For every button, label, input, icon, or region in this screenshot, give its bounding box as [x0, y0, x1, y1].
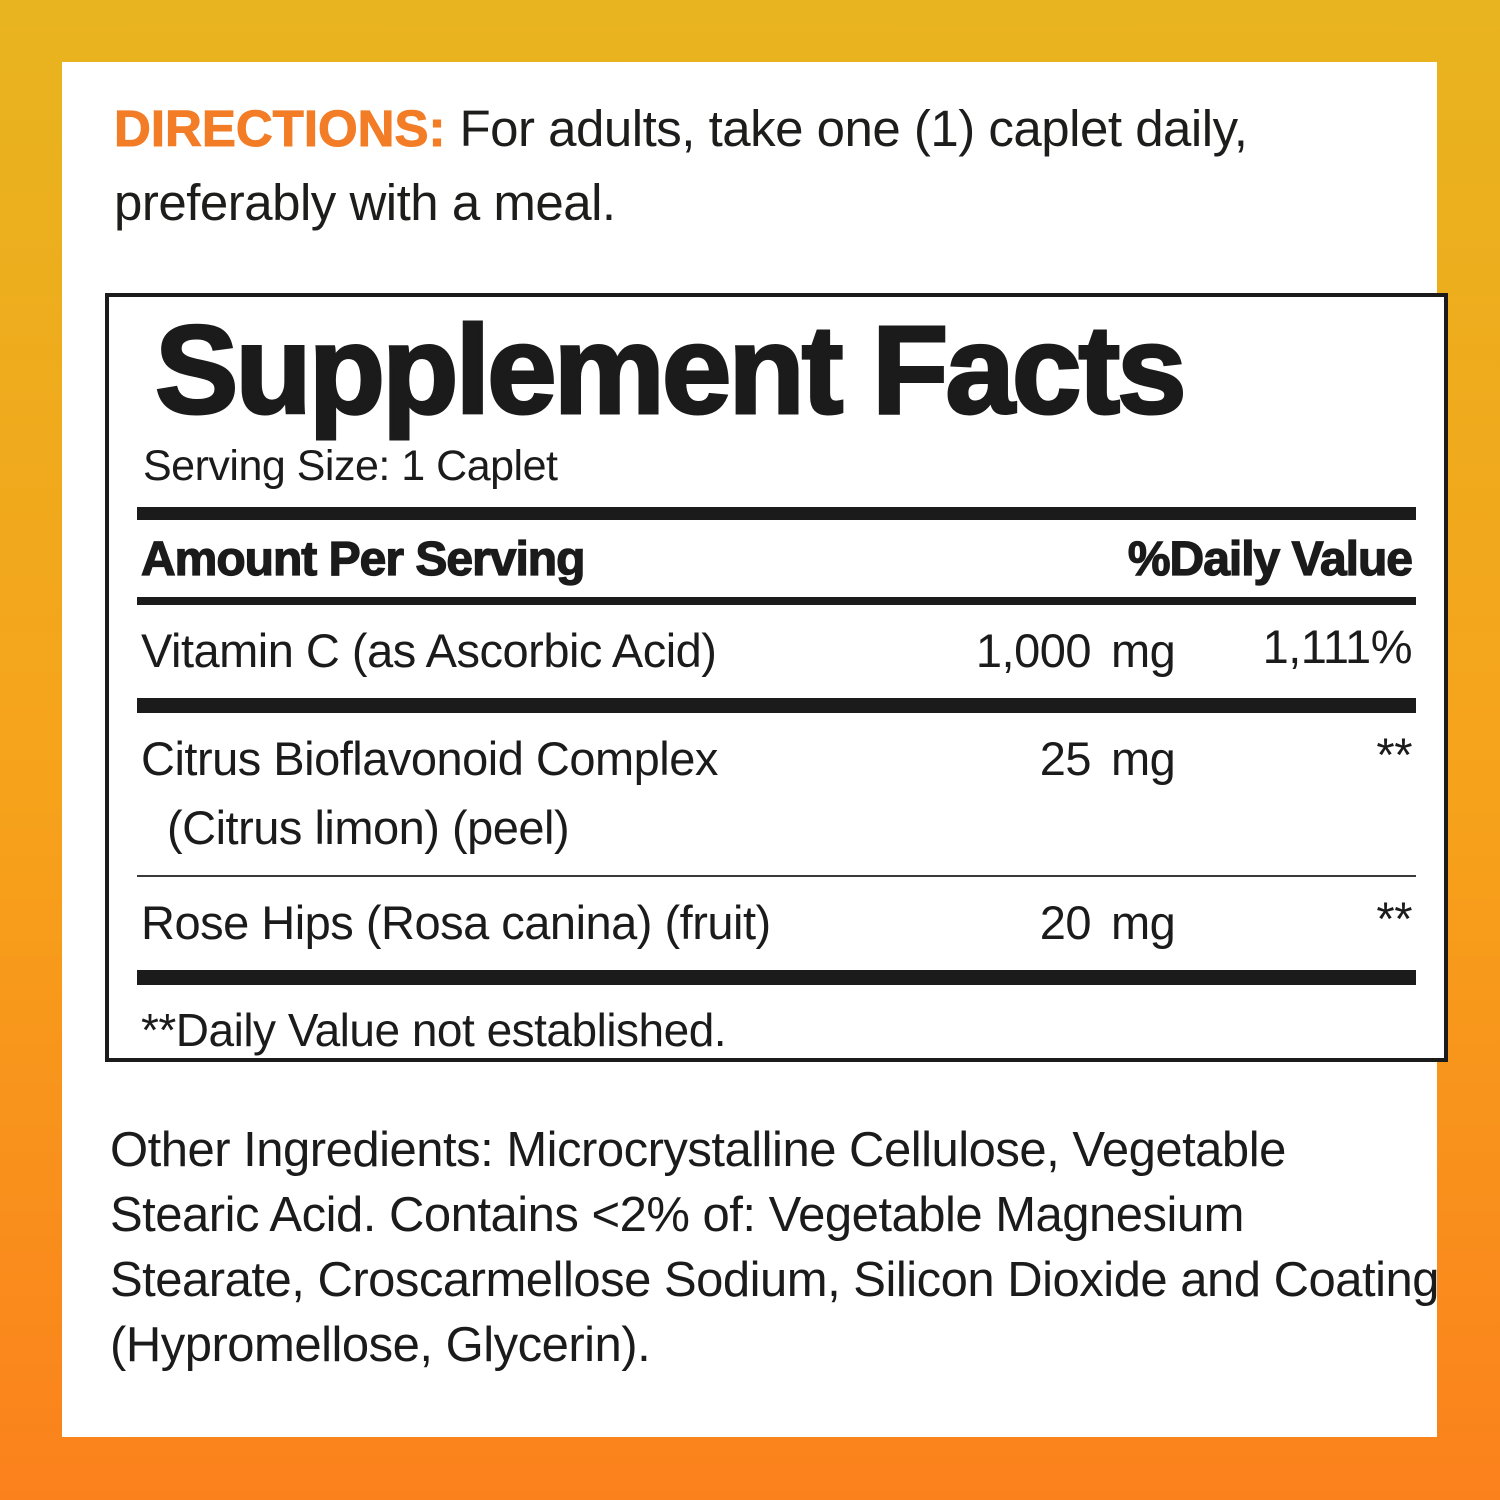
header-daily-value: %Daily Value: [1127, 532, 1413, 586]
table-header-row: Amount Per Serving %Daily Value: [137, 520, 1416, 597]
supplement-facts-title: Supplement Facts: [154, 301, 1189, 440]
divider-thin: [137, 875, 1416, 877]
serving-size-text: Serving Size: 1 Caplet: [143, 442, 558, 490]
ingredient-name-line2: (Citrus limon) (peel): [167, 801, 570, 854]
amount-value: 20: [1039, 896, 1092, 949]
ingredient-name-line1: Citrus Bioflavonoid Complex: [141, 732, 718, 785]
table-row-citrus-bioflavonoid: Citrus Bioflavonoid Complex (Citrus limo…: [137, 713, 1416, 875]
divider-medium-header: [137, 597, 1416, 605]
directions-text: For adults, take one (1) caplet daily, p…: [114, 100, 1248, 231]
header-amount-per-serving: Amount Per Serving: [140, 532, 586, 586]
ingredient-name: Vitamin C (as Ascorbic Acid): [141, 624, 717, 677]
ingredient-name: Rose Hips (Rosa canina) (fruit): [141, 896, 771, 949]
other-ingredients-paragraph: Other Ingredients: Microcrystalline Cell…: [110, 1123, 1440, 1373]
daily-value: **: [1376, 892, 1412, 945]
amount-unit: mg: [1111, 732, 1176, 785]
table-row-rose-hips: Rose Hips (Rosa canina) (fruit) 20 mg **: [137, 877, 1416, 970]
supplement-facts-box: Supplement Facts Serving Size: 1 Caplet …: [105, 293, 1448, 1062]
directions-label: DIRECTIONS:: [114, 100, 446, 158]
divider-thick-vitamin-c: [137, 698, 1416, 713]
table-row-vitamin-c: Vitamin C (as Ascorbic Acid) 1,000 mg 1,…: [137, 605, 1416, 698]
divider-thick-top: [137, 507, 1416, 520]
ingredient-name: Citrus Bioflavonoid Complex (Citrus limo…: [141, 731, 947, 855]
daily-value: **: [1376, 728, 1412, 781]
daily-value: 1,111%: [1262, 620, 1413, 673]
ingredient-amount: 1,000 mg: [947, 623, 1197, 678]
amount-value: 1,000: [975, 624, 1092, 677]
divider-thick-bottom: [137, 970, 1416, 985]
amount-unit: mg: [1111, 896, 1176, 949]
daily-value-footnote: **Daily Value not established.: [141, 1004, 727, 1056]
amount-unit: mg: [1111, 624, 1176, 677]
ingredient-amount: 25 mg: [947, 731, 1197, 786]
label-panel: DIRECTIONS: For adults, take one (1) capl…: [62, 62, 1448, 1437]
amount-value: 25: [1039, 732, 1092, 785]
ingredient-amount: 20 mg: [947, 895, 1197, 950]
directions-paragraph: DIRECTIONS: For adults, take one (1) capl…: [114, 92, 1387, 240]
